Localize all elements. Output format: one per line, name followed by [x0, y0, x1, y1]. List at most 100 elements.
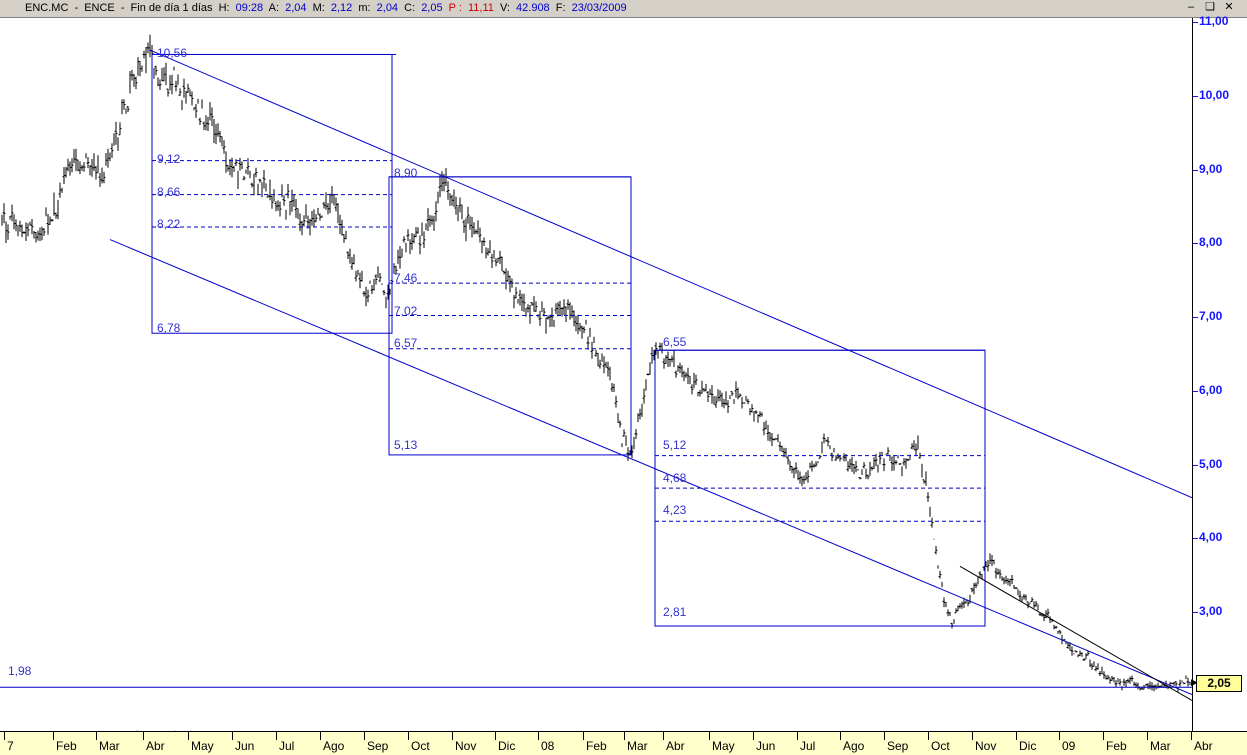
- price-level-label: 7,46: [394, 271, 418, 285]
- window-titlebar: ENC.MC - ENCE - Fin de día 1 días H: 09:…: [0, 0, 1247, 18]
- date-tick-label: Oct: [931, 739, 950, 753]
- chart-plot-area[interactable]: 10,56 9,12 8,66 8,22 6,78 8,90 7,46 7,02 6,57 5,1…: [0, 18, 1192, 731]
- price-tick-mark: [1193, 612, 1198, 613]
- price-level-label: 5,13: [394, 438, 418, 452]
- date-tick-mark: [928, 732, 929, 740]
- date-tick-label: Jun: [756, 739, 776, 753]
- price-tick-mark: [1193, 243, 1198, 245]
- price-tick-mark: [1193, 22, 1198, 23]
- date-tick-label: 09: [1062, 739, 1076, 753]
- date-tick-mark: [320, 732, 321, 740]
- field-value-maximo: 2,12: [330, 2, 353, 14]
- price-level-label: 6,78: [157, 321, 181, 335]
- field-key-fecha: F:: [555, 2, 566, 14]
- date-tick-mark: [53, 732, 54, 740]
- date-tick-mark: [188, 732, 189, 740]
- title-sep-2: -: [120, 2, 125, 14]
- price-tick-label: 4,00: [1199, 530, 1223, 545]
- price-tick-label: 10,00: [1199, 87, 1230, 102]
- date-tick-label: Ago: [323, 739, 345, 753]
- field-value-hora: 09:28: [235, 2, 264, 14]
- date-tick-mark: [232, 732, 233, 740]
- date-tick-mark: [709, 732, 710, 740]
- price-level-label: 4,68: [663, 471, 687, 485]
- date-tick-mark: [408, 732, 409, 740]
- date-tick-mark: [538, 732, 539, 740]
- price-level-label: 6,55: [663, 335, 687, 349]
- field-key-porcentaje: P :: [448, 2, 462, 14]
- title-name: ENCE: [84, 2, 115, 14]
- price-tick-label: 5,00: [1199, 456, 1223, 471]
- date-tick-label: May: [712, 739, 735, 753]
- price-tick-mark: [1193, 390, 1198, 392]
- field-key-volumen: V:: [499, 2, 510, 14]
- date-tick-mark: [884, 732, 885, 740]
- date-tick-label: Sep: [887, 739, 909, 753]
- date-tick-label: 7: [7, 739, 14, 753]
- date-tick-mark: [1059, 732, 1060, 740]
- price-tick-mark: [1193, 169, 1198, 171]
- date-tick-mark: [1103, 732, 1104, 740]
- price-level-label: 5,12: [663, 438, 687, 452]
- date-tick-label: Dic: [1019, 739, 1037, 753]
- price-level-label: 8,90: [394, 166, 418, 180]
- price-tick-label: 9,00: [1199, 161, 1223, 176]
- date-tick-label: Feb: [1106, 739, 1127, 753]
- price-chart-svg: [0, 34, 1192, 701]
- date-tick-mark: [972, 732, 973, 740]
- price-axis[interactable]: ▶ 2,05 11,00 10,00 9,00 8,00 7,00 6,00 5,00 4,0…: [1191, 14, 1247, 731]
- date-tick-mark: [840, 732, 841, 740]
- price-tick-label: 7,00: [1199, 309, 1223, 323]
- price-tick-label: 11,00: [1199, 14, 1229, 28]
- date-tick-mark: [96, 732, 97, 740]
- last-price-badge: 2,05: [1196, 675, 1242, 693]
- date-tick-mark: [4, 732, 5, 740]
- date-tick-label: Mar: [1150, 739, 1171, 753]
- date-tick-label: Jul: [279, 739, 295, 753]
- price-level-label: 10,56: [157, 46, 188, 60]
- title-symbol: ENC.MC: [25, 2, 69, 14]
- date-tick-mark: [495, 732, 496, 740]
- maximize-icon[interactable]: ❑: [1205, 1, 1215, 13]
- price-tick-label: 3,00: [1199, 604, 1223, 618]
- minimize-icon[interactable]: –: [1187, 1, 1195, 13]
- date-tick-label: Dic: [498, 739, 516, 753]
- price-level-label: 6,57: [394, 336, 418, 350]
- field-key-maximo: M:: [312, 2, 325, 14]
- price-level-label: 8,66: [157, 185, 181, 199]
- date-tick-label: 08: [541, 739, 555, 753]
- date-tick-mark: [452, 732, 453, 740]
- date-tick-mark: [1147, 732, 1148, 740]
- date-tick-label: May: [191, 739, 214, 753]
- titlebar-info: ENC.MC - ENCE - Fin de día 1 días H: 09:…: [25, 0, 630, 17]
- field-value-volumen: 42.908: [516, 2, 550, 14]
- window-controls: – ❑ ✕: [1183, 1, 1243, 16]
- field-key-hora: H:: [218, 2, 230, 14]
- date-tick-mark: [1191, 732, 1192, 740]
- price-level-label: 7,02: [394, 304, 418, 318]
- date-tick-label: Abr: [1194, 739, 1213, 753]
- price-level-label: 1,98: [8, 664, 32, 678]
- date-tick-label: Feb: [56, 739, 77, 753]
- date-tick-label: Oct: [411, 739, 430, 753]
- close-icon[interactable]: ✕: [1224, 1, 1234, 13]
- date-tick-label: Mar: [99, 739, 120, 753]
- price-tick-label: 6,00: [1199, 382, 1223, 397]
- date-tick-label: Jun: [235, 739, 255, 753]
- date-tick-label: Sep: [367, 739, 389, 753]
- price-tick-mark: [1193, 95, 1198, 97]
- date-tick-mark: [1016, 732, 1017, 740]
- date-tick-mark: [364, 732, 365, 740]
- field-value-cierre: 2,05: [421, 2, 443, 14]
- last-price-arrow-icon: ▶: [1191, 677, 1198, 688]
- date-tick-mark: [797, 732, 798, 740]
- price-tick-label: 8,00: [1199, 235, 1223, 250]
- field-value-minimo: 2,04: [376, 2, 399, 14]
- date-axis[interactable]: 7 Feb Mar Abr May Jun Jul Ago Sep Oct Nov Dic 08 Feb M…: [0, 731, 1247, 755]
- date-tick-label: Mar: [627, 739, 648, 753]
- field-value-fecha: 23/03/2009: [571, 2, 627, 14]
- price-level-label: 2,81: [663, 605, 687, 619]
- field-value-porcentaje: 11,11: [468, 2, 494, 14]
- date-tick-mark: [753, 732, 754, 740]
- date-tick-mark: [663, 732, 664, 740]
